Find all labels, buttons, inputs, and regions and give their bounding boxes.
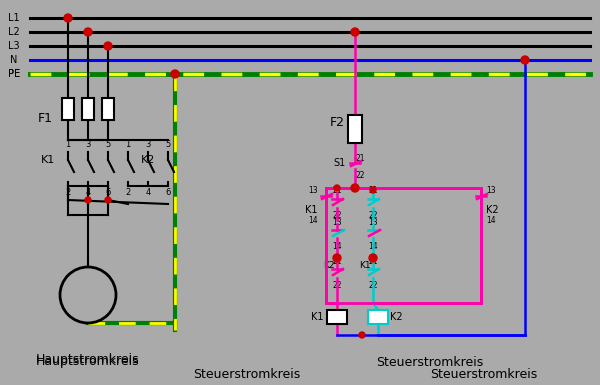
Text: 13: 13 <box>308 186 318 194</box>
Circle shape <box>521 56 529 64</box>
Circle shape <box>351 28 359 36</box>
Text: S1: S1 <box>333 158 345 168</box>
Text: K1: K1 <box>305 205 318 215</box>
Text: Hauptstromkreis: Hauptstromkreis <box>36 353 140 367</box>
Text: 3: 3 <box>85 139 91 149</box>
Text: 14: 14 <box>486 216 496 224</box>
Text: 6: 6 <box>106 187 110 196</box>
Circle shape <box>359 332 365 338</box>
Circle shape <box>333 254 341 262</box>
Text: 2: 2 <box>125 187 131 196</box>
Text: 14: 14 <box>308 216 318 224</box>
Circle shape <box>334 185 340 191</box>
Circle shape <box>104 42 112 50</box>
Circle shape <box>370 187 376 193</box>
Text: 22: 22 <box>355 171 365 179</box>
Text: 6: 6 <box>166 187 170 196</box>
Text: Steuerstromkreis: Steuerstromkreis <box>193 368 300 382</box>
Text: K1: K1 <box>311 312 323 322</box>
Circle shape <box>84 28 92 36</box>
Text: F1: F1 <box>37 112 53 124</box>
Bar <box>82 98 94 120</box>
Text: Steuerstromkreis: Steuerstromkreis <box>430 368 537 382</box>
Text: 1: 1 <box>65 139 71 149</box>
Text: M: M <box>80 281 95 296</box>
Text: L3: L3 <box>8 41 20 51</box>
Text: 14: 14 <box>332 241 342 251</box>
Text: K1: K1 <box>41 155 55 165</box>
Text: 21: 21 <box>332 186 342 194</box>
Circle shape <box>64 14 72 22</box>
Text: F2: F2 <box>329 116 344 129</box>
Circle shape <box>351 184 359 192</box>
Text: 21: 21 <box>332 256 342 266</box>
Text: PE: PE <box>8 69 20 79</box>
Text: 22: 22 <box>368 281 378 290</box>
Text: N: N <box>10 55 17 65</box>
Text: L2: L2 <box>8 27 20 37</box>
Text: Steuerstromkreis: Steuerstromkreis <box>376 355 484 368</box>
Text: 22: 22 <box>332 281 342 290</box>
Text: 21: 21 <box>368 256 378 266</box>
Bar <box>326 188 481 303</box>
Circle shape <box>171 70 179 78</box>
Text: 13: 13 <box>368 218 378 226</box>
Text: 5: 5 <box>106 139 110 149</box>
Text: K2: K2 <box>323 261 335 270</box>
Circle shape <box>60 267 116 323</box>
Text: 5: 5 <box>166 139 170 149</box>
Text: 21: 21 <box>355 154 365 162</box>
Text: 14: 14 <box>368 241 378 251</box>
Bar <box>348 115 362 143</box>
Text: K2: K2 <box>141 155 155 165</box>
Text: PE: PE <box>8 69 20 79</box>
Text: 2: 2 <box>65 187 71 196</box>
Bar <box>327 310 347 324</box>
Text: 4: 4 <box>85 187 91 196</box>
Bar <box>62 98 74 120</box>
Text: 22: 22 <box>368 211 378 219</box>
Text: 13: 13 <box>332 218 342 226</box>
Text: 22: 22 <box>332 211 342 219</box>
Text: 3~: 3~ <box>80 298 96 308</box>
Circle shape <box>369 254 377 262</box>
Circle shape <box>85 197 91 203</box>
Text: 3: 3 <box>145 139 151 149</box>
Bar <box>102 98 114 120</box>
Text: Hauptstromkreis: Hauptstromkreis <box>36 355 140 368</box>
Circle shape <box>105 197 111 203</box>
Text: 4: 4 <box>145 187 151 196</box>
Text: K2: K2 <box>390 312 403 322</box>
Bar <box>368 310 388 324</box>
Text: 1: 1 <box>125 139 131 149</box>
Text: 13: 13 <box>486 186 496 194</box>
Text: K1: K1 <box>359 261 371 270</box>
Text: 21: 21 <box>368 186 378 194</box>
Text: L1: L1 <box>8 13 20 23</box>
Text: K2: K2 <box>486 205 499 215</box>
